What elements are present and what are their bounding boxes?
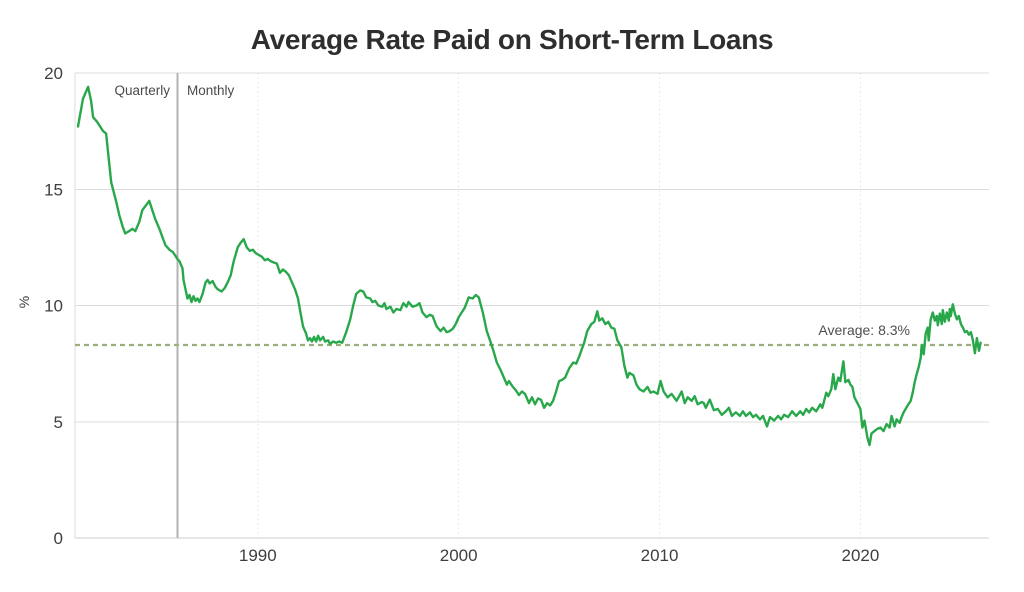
x-tick-label-1990: 1990 <box>239 546 277 565</box>
average-line-label: Average: 8.3% <box>818 322 910 338</box>
quarterly-segment-label: Quarterly <box>114 83 170 98</box>
y-tick-label-20: 20 <box>44 64 63 83</box>
y-tick-label-15: 15 <box>44 180 63 199</box>
rate-line-series <box>76 85 982 447</box>
x-tick-label-2020: 2020 <box>842 546 880 565</box>
y-tick-label-5: 5 <box>54 413 63 432</box>
x-tick-label-2010: 2010 <box>641 546 679 565</box>
chart-title: Average Rate Paid on Short-Term Loans <box>250 24 774 55</box>
monthly-segment-label: Monthly <box>187 83 235 98</box>
x-tick-label-2000: 2000 <box>440 546 478 565</box>
y-axis-unit-label: % <box>16 295 33 309</box>
y-tick-label-10: 10 <box>44 297 63 316</box>
y-tick-label-0: 0 <box>54 529 63 548</box>
